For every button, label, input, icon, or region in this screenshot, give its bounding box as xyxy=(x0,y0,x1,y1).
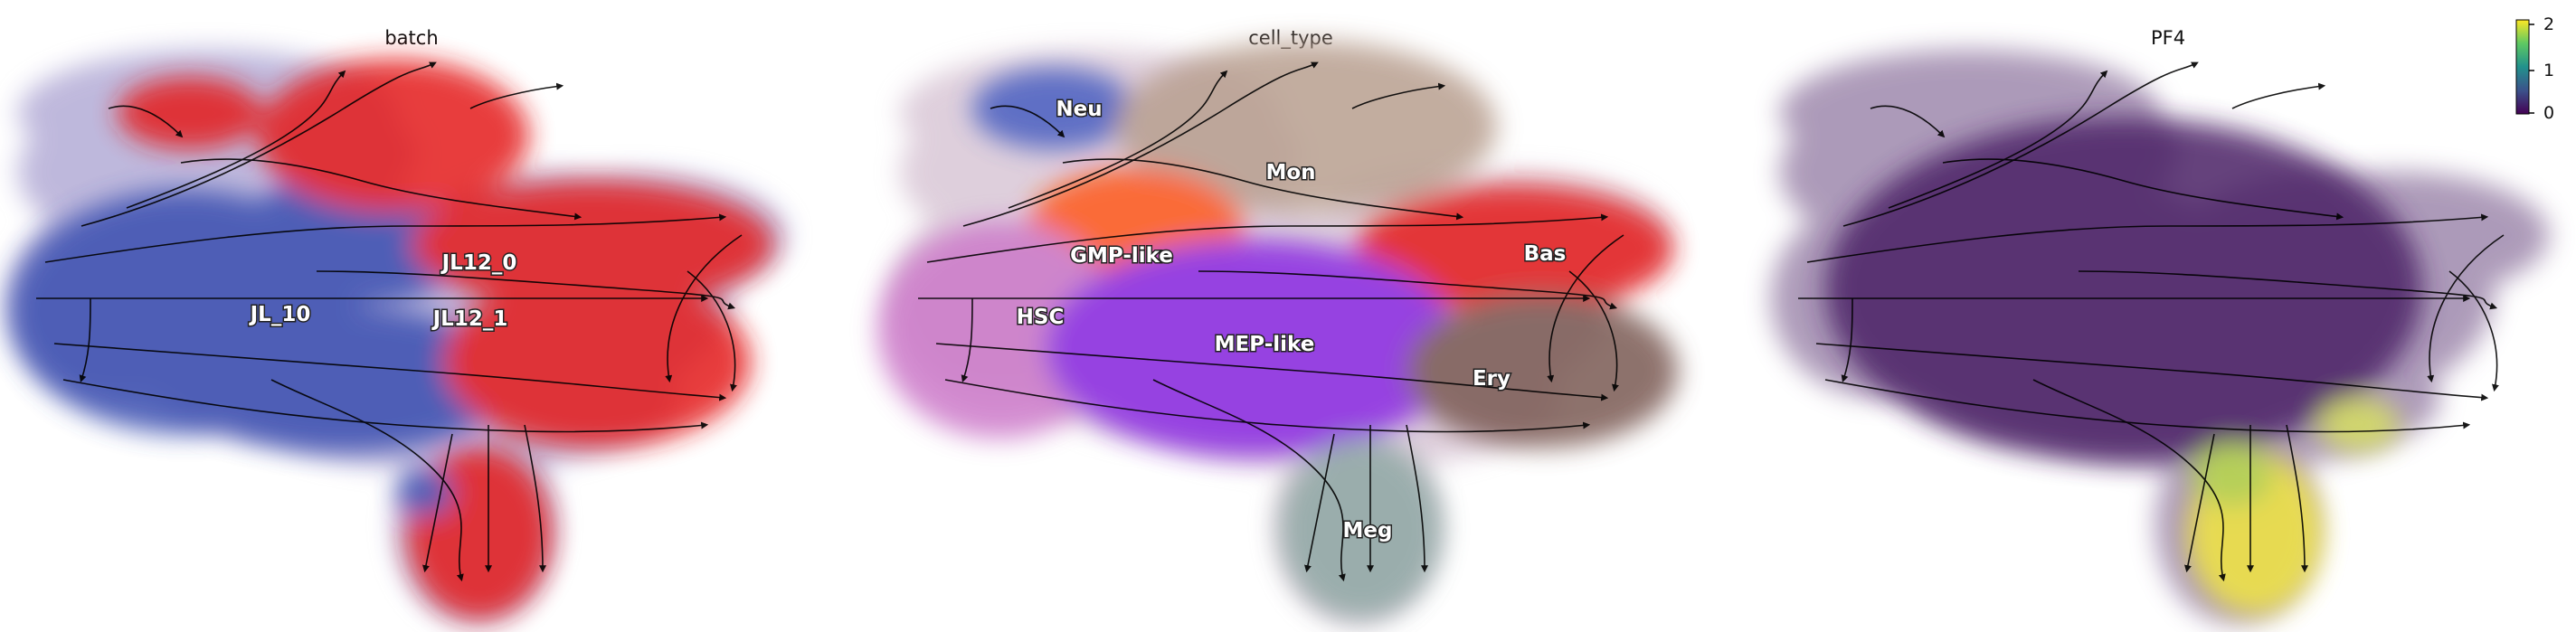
streamline-3 xyxy=(944,379,1591,433)
cluster-label-hsc: HSC xyxy=(1017,306,1065,329)
velocity-streamlines xyxy=(918,61,1624,582)
velocity-streamlines xyxy=(36,61,743,582)
streamline-2 xyxy=(1815,343,2489,401)
cluster-label-jl-10: JL_10 xyxy=(249,303,311,326)
streamline-13 xyxy=(687,270,737,392)
pf4-mid-region-2 xyxy=(2318,398,2400,452)
streamline-8 xyxy=(2032,379,2226,582)
streamline-15 xyxy=(961,297,973,383)
streamline-6 xyxy=(108,105,184,138)
cluster-label-meg: Meg xyxy=(1343,519,1393,542)
streamline-13 xyxy=(2448,270,2499,392)
mep-like-region xyxy=(1045,240,1461,457)
pf4-colorbar: 2 1 0 xyxy=(2515,14,2554,123)
cluster-label-jl12-1: JL12_1 xyxy=(431,307,508,331)
streamline-2 xyxy=(935,343,1609,401)
colorbar-gradient xyxy=(2515,19,2530,115)
meg-region xyxy=(1280,439,1443,619)
velocity-streamlines xyxy=(1798,61,2505,582)
streamline-12 xyxy=(1547,234,1624,383)
streamline-2 xyxy=(53,343,727,401)
cluster-label-jl12-0: JL12_0 xyxy=(440,251,517,275)
streamline-4 xyxy=(962,61,1319,227)
streamline-14 xyxy=(2078,270,2498,310)
streamline-16 xyxy=(2231,82,2326,109)
streamline-5 xyxy=(1008,70,1228,209)
pf4-mid-region xyxy=(2192,443,2273,506)
streamline-4 xyxy=(1842,61,2199,227)
cluster-label-mon: Mon xyxy=(1265,161,1315,184)
colorbar-label-2: 2 xyxy=(2543,14,2554,34)
streamline-10 xyxy=(1406,424,1428,573)
cluster-label-bas: Bas xyxy=(1524,242,1567,266)
streamline-10 xyxy=(2286,424,2308,573)
streamline-12 xyxy=(2427,234,2505,383)
panel-title-pf4: PF4 xyxy=(2150,27,2186,49)
streamline-7 xyxy=(180,158,582,221)
streamline-10 xyxy=(524,424,546,573)
jl12-bas-region xyxy=(412,181,773,307)
panel-title-batch: batch xyxy=(384,27,439,49)
jl12-neu-region xyxy=(118,77,262,149)
jl12-mon-region xyxy=(258,59,529,212)
streamline-7 xyxy=(1942,158,2344,221)
streamline-1 xyxy=(1806,213,2489,263)
jl12-ery-region xyxy=(443,276,751,448)
streamline-5 xyxy=(126,70,346,209)
streamline-1 xyxy=(44,213,727,263)
streamline-6 xyxy=(1870,105,1946,138)
streamline-16 xyxy=(469,82,564,109)
streamline-1 xyxy=(926,213,1609,263)
umap-panel-1 xyxy=(9,50,787,624)
streamline-8 xyxy=(1152,379,1346,582)
mon-region xyxy=(1117,41,1497,212)
streamline-14 xyxy=(1198,270,1618,310)
streamline-11 xyxy=(2184,433,2215,573)
cluster-fill-layer xyxy=(9,59,773,619)
jl-10-lower-region xyxy=(172,307,516,452)
umap-panel-3 xyxy=(1771,50,2549,624)
cluster-label-gmp-like: GMP-like xyxy=(1070,244,1173,268)
streamline-12 xyxy=(665,234,743,383)
cluster-fill-layer xyxy=(877,41,1678,619)
streamline-8 xyxy=(270,379,464,582)
streamline-4 xyxy=(80,61,437,227)
pf4-low-region xyxy=(1825,118,2422,461)
neu-region xyxy=(972,68,1135,149)
streamline-3 xyxy=(62,379,709,433)
streamline-5 xyxy=(1888,70,2108,209)
cluster-label-mep-like: MEP-like xyxy=(1215,333,1315,356)
streamline-13 xyxy=(1568,270,1619,392)
streamline-15 xyxy=(1841,297,1853,383)
streamline-14 xyxy=(316,270,736,310)
streamline-15 xyxy=(79,297,91,383)
streamline-6 xyxy=(990,105,1065,138)
streamline-7 xyxy=(1062,158,1464,221)
cluster-label-neu: Neu xyxy=(1056,98,1102,121)
bas-region xyxy=(1357,185,1673,312)
colorbar-label-0: 0 xyxy=(2543,103,2554,123)
ery-region xyxy=(1406,294,1678,448)
umap-panel-2 xyxy=(877,41,1678,624)
colorbar-label-1: 1 xyxy=(2543,61,2554,80)
streamline-11 xyxy=(1304,433,1335,573)
streamline-11 xyxy=(422,433,453,573)
cluster-label-ery: Ery xyxy=(1473,367,1511,391)
streamline-3 xyxy=(1824,379,2471,433)
streamline-16 xyxy=(1351,82,1446,109)
